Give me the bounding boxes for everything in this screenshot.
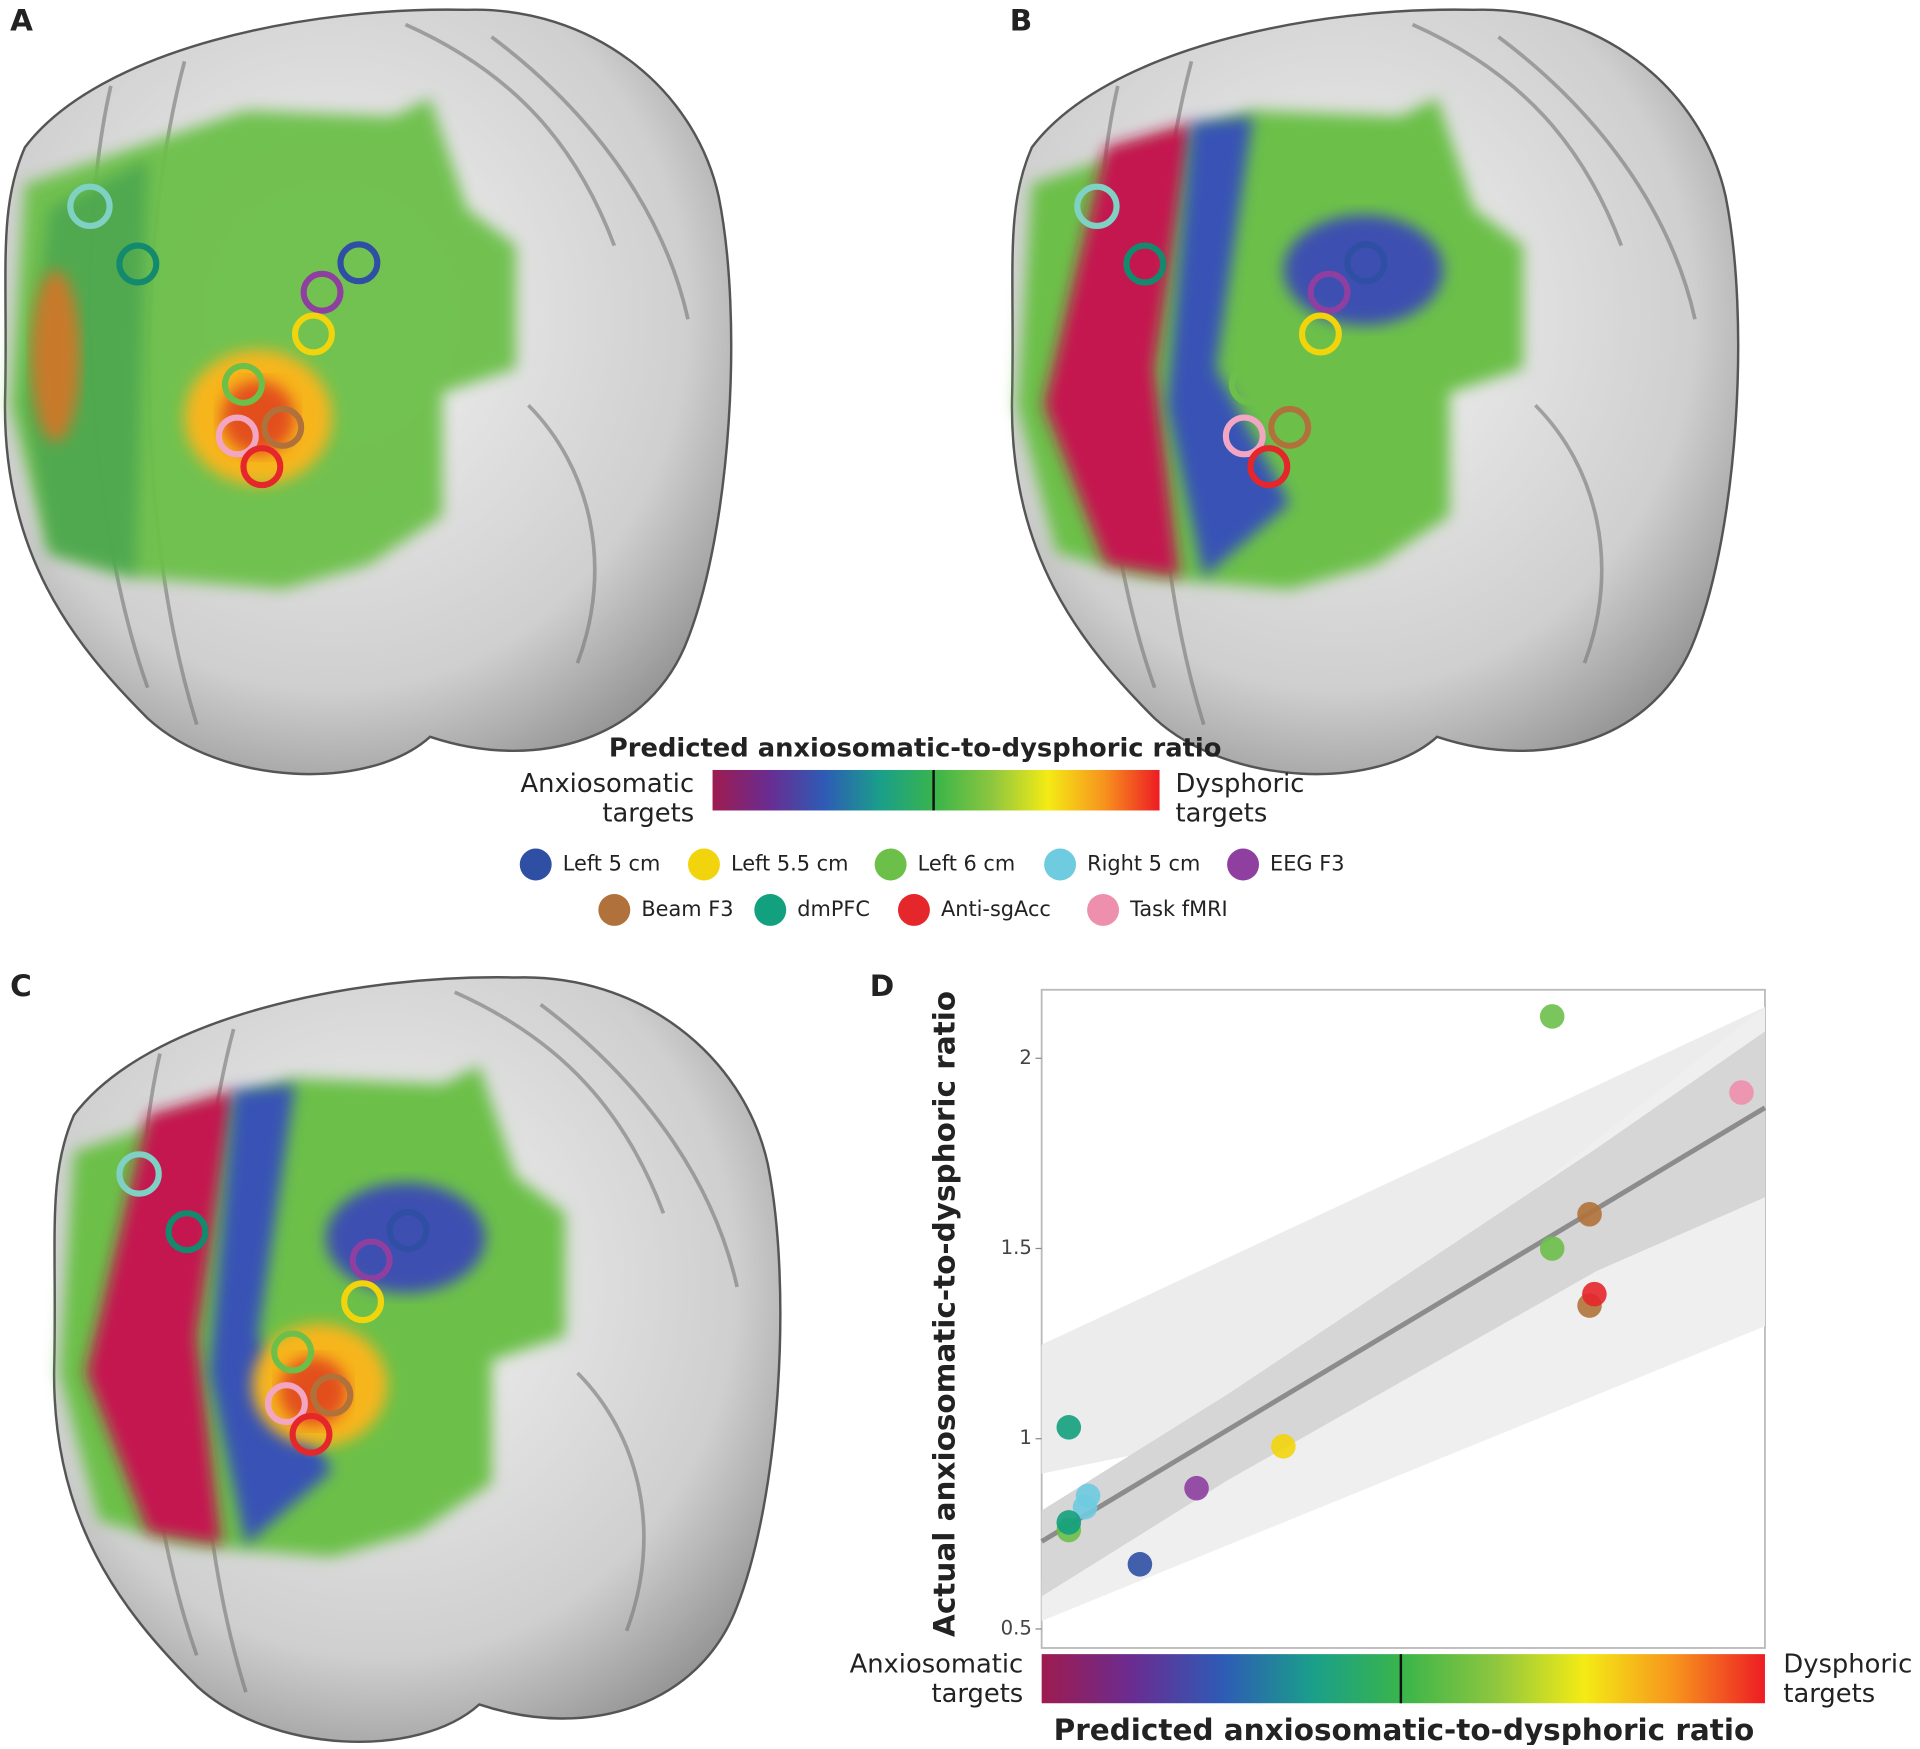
point	[1072, 1494, 1098, 1520]
point	[1271, 1434, 1296, 1459]
point	[1582, 1281, 1607, 1307]
point	[1539, 1236, 1565, 1261]
point	[1184, 1475, 1209, 1501]
fit-line	[1040, 1105, 1767, 1544]
panel-label: A	[10, 4, 33, 38]
legend-swatch	[754, 893, 787, 926]
x-axis-label: Predicted anxiosomatic-to-dysphoric rati…	[1054, 1713, 1755, 1745]
scatter: 0.5 1 1.5 2	[1001, 1004, 1767, 1639]
legend-swatch	[1087, 893, 1120, 926]
x-high-label: targets	[1783, 1679, 1875, 1709]
brain-a	[3, 7, 734, 776]
y-tick-label: 0.5	[1001, 1616, 1032, 1639]
panel-label: C	[10, 969, 32, 1003]
legend-label: Beam F3	[641, 897, 733, 921]
legend-swatch	[519, 848, 552, 881]
overlay	[1044, 122, 1192, 578]
legend-label: Left 5.5 cm	[731, 852, 848, 876]
overlay	[1166, 116, 1290, 578]
legend-swatch	[598, 893, 631, 926]
colorbar-low: targets	[602, 799, 694, 829]
legend-label: Right 5 cm	[1087, 852, 1200, 876]
point	[1127, 1552, 1153, 1577]
overlay	[325, 1182, 486, 1294]
legend: Left 5 cm Left 5.5 cm Left 6 cm Right 5 cm E…	[519, 848, 1345, 926]
point	[1539, 1004, 1565, 1029]
overlay	[1283, 214, 1444, 326]
legend-label: Task fMRI	[1129, 897, 1228, 921]
legend-swatch	[874, 848, 907, 881]
y-axis-label: Actual anxiosomatic-to-dysphoric ratio	[927, 991, 961, 1637]
overlay	[221, 380, 296, 455]
legend-swatch	[687, 848, 720, 881]
overlay	[86, 1090, 234, 1545]
point	[1056, 1510, 1082, 1535]
colorbar-low: Anxiosomatic	[520, 769, 694, 799]
point	[1729, 1080, 1754, 1105]
legend-label: Left 6 cm	[918, 852, 1016, 876]
legend-swatch	[1227, 848, 1260, 881]
colorbar	[1041, 1654, 1765, 1704]
panel-label: B	[1010, 4, 1032, 38]
brain-c	[52, 975, 783, 1744]
panel-label: D	[870, 969, 894, 1003]
x-high-label: Dysphoric	[1783, 1650, 1912, 1680]
legend-label: dmPFC	[797, 897, 870, 921]
colorbar-title: Predicted anxiosomatic-to-dysphoric rati…	[609, 734, 1222, 764]
y-tick-label: 1.5	[1001, 1236, 1032, 1259]
x-low-label: targets	[931, 1679, 1023, 1709]
colorbar	[712, 769, 1160, 811]
legend-label: Anti-sgAcc	[941, 897, 1051, 921]
legend-label: EEG F3	[1270, 852, 1344, 876]
y-tick-label: 1	[1019, 1426, 1032, 1449]
colorbar-high: targets	[1176, 799, 1268, 829]
confidence-band	[1041, 1031, 1765, 1597]
colorbar-high: Dysphoric	[1176, 769, 1305, 799]
point	[1577, 1201, 1602, 1227]
point	[1056, 1415, 1082, 1440]
x-low-label: Anxiosomatic	[850, 1650, 1024, 1680]
y-tick-label: 2	[1019, 1046, 1032, 1069]
legend-swatch	[897, 893, 930, 926]
overlay	[31, 270, 81, 443]
legend-label: Left 5 cm	[563, 852, 661, 876]
brain-b	[1010, 7, 1741, 776]
legend-swatch	[1044, 848, 1077, 881]
